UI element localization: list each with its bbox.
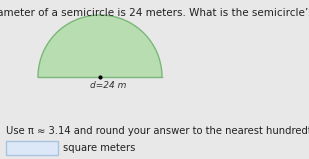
- Text: d=24 m: d=24 m: [90, 81, 126, 90]
- Text: The diameter of a semicircle is 24 meters. What is the semicircle’s area?: The diameter of a semicircle is 24 meter…: [0, 8, 309, 18]
- Polygon shape: [38, 15, 162, 77]
- FancyBboxPatch shape: [6, 141, 58, 155]
- Text: square meters: square meters: [63, 143, 135, 153]
- Text: Use π ≈ 3.14 and round your answer to the nearest hundredth.: Use π ≈ 3.14 and round your answer to th…: [6, 126, 309, 136]
